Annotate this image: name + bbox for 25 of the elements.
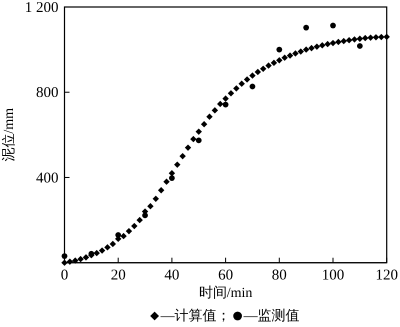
point [222,102,228,108]
y-axis-title: 泥位/mm [1,108,17,162]
x-tick-label: 100 [322,267,344,284]
point [115,232,122,238]
x-tick-label: 40 [164,267,180,284]
legend-label: —计算值； [160,308,231,324]
point [169,175,175,181]
y-tick-label: 800 [36,85,58,102]
x-tick-label: 20 [110,267,126,284]
x-tick-label: 0 [60,267,68,284]
y-tick-label: 1 200 [24,0,58,16]
point [330,22,336,28]
point [62,253,68,259]
point [142,212,148,218]
point [303,24,310,31]
x-tick-label: 120 [375,267,398,284]
legend-label: —监测值 [242,308,300,324]
x-axis-title: 时间/min [198,285,252,301]
point [196,138,202,144]
point [276,46,282,52]
point [250,84,256,90]
y-tick-label: 400 [36,170,58,186]
point [356,43,363,49]
x-tick-label: 80 [272,267,287,284]
x-tick-label: 60 [218,267,234,284]
